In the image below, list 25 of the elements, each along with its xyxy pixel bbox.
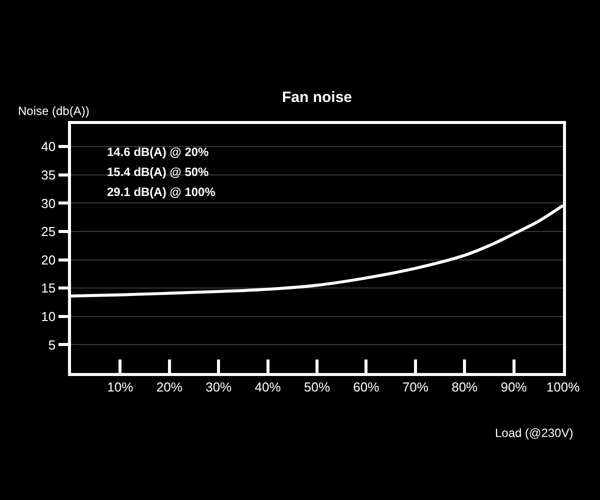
y-tick-label: 20 — [41, 252, 56, 268]
annotation: 15.4 dB(A) @ 50% — [107, 165, 210, 179]
y-tick-label: 15 — [41, 280, 56, 296]
x-tick-label: 100% — [546, 379, 580, 394]
x-axis-title: Load (@230V) — [495, 426, 574, 440]
y-tick-label: 35 — [41, 167, 56, 182]
x-tick-label: 70% — [402, 379, 429, 394]
annotation: 14.6 dB(A) @ 20% — [107, 145, 210, 159]
x-tick-label: 80% — [452, 379, 478, 394]
y-tick-label: 10 — [41, 308, 56, 324]
x-tick-label: 30% — [206, 379, 232, 394]
x-tick-label: 50% — [304, 379, 330, 394]
annotation: 29.1 dB(A) @ 100% — [107, 185, 216, 199]
x-tick-label: 20% — [156, 379, 183, 394]
line-series — [71, 204, 563, 298]
x-tick-label: 60% — [353, 379, 380, 394]
x-tick-label: 90% — [500, 379, 528, 394]
y-tick-label: 40 — [41, 139, 56, 154]
chart-title: Fan noise — [282, 89, 352, 106]
y-tick-label: 5 — [48, 337, 56, 352]
y-tick-label: 30 — [41, 196, 56, 211]
y-tick-label: 25 — [41, 224, 56, 240]
y-axis-title: Noise (db(A)) — [18, 104, 90, 118]
x-tick-label: 10% — [107, 379, 134, 394]
x-tick-label: 40% — [254, 379, 282, 394]
